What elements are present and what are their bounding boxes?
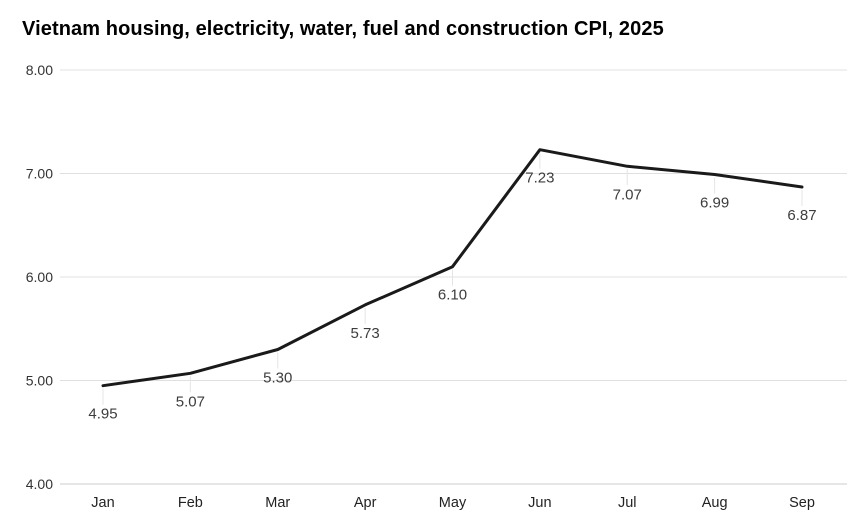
y-axis-tick-label: 4.00: [26, 476, 53, 492]
y-axis-tick-label: 6.00: [26, 269, 53, 285]
chart-title: Vietnam housing, electricity, water, fue…: [22, 18, 664, 40]
y-axis-tick-label: 8.00: [26, 62, 53, 78]
data-point-label: 7.23: [525, 170, 554, 187]
x-axis-label: Mar: [265, 495, 290, 511]
data-point-label: 6.10: [438, 287, 467, 304]
cpi-line-series: [101, 148, 804, 388]
x-axis-label: Jul: [618, 495, 637, 511]
x-axis-label: Jan: [91, 495, 114, 511]
y-axis-tick-label: 5.00: [26, 373, 53, 389]
data-point-label: 5.73: [351, 325, 380, 342]
data-point-label: 4.95: [88, 406, 117, 423]
data-point-label: 6.99: [700, 195, 729, 212]
x-axis-label: Feb: [178, 495, 203, 511]
data-point-label: 7.07: [613, 186, 642, 203]
data-point-label: 5.30: [263, 369, 292, 386]
y-axis-tick-label: 7.00: [26, 166, 53, 182]
x-axis-label: Jun: [528, 495, 551, 511]
x-axis-label: Apr: [354, 495, 377, 511]
x-axis-label: Aug: [702, 495, 728, 511]
x-axis-label: Sep: [789, 495, 815, 511]
data-point-label: 5.07: [176, 393, 205, 410]
x-axis-label: May: [439, 495, 467, 511]
data-point-label: 6.87: [787, 207, 816, 224]
